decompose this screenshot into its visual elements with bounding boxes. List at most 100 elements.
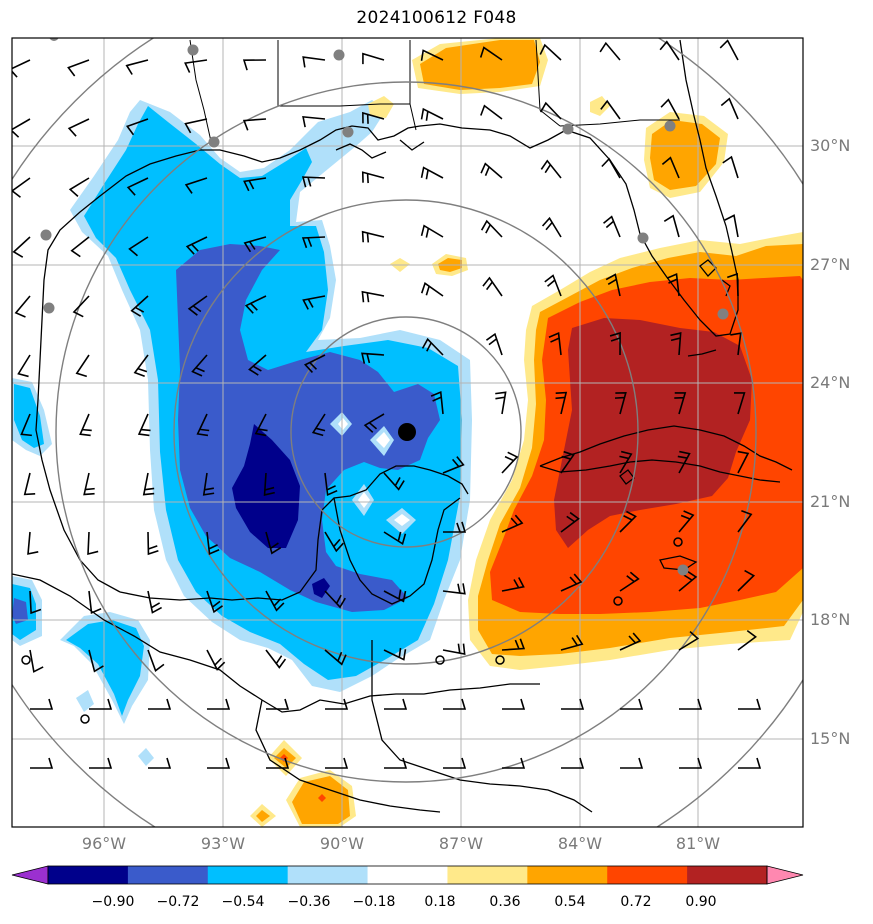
wind-barb [421, 337, 444, 356]
wind-barb [544, 274, 562, 297]
wind-barb [72, 295, 90, 318]
wind-barb [126, 177, 149, 196]
wind-barb [263, 472, 275, 496]
wind-barb [243, 177, 267, 192]
wind-barb [541, 216, 562, 238]
colorbar-tick: 0.36 [489, 894, 521, 910]
wind-barb [70, 236, 90, 258]
wind-barb [420, 282, 444, 297]
wind-barb [128, 236, 149, 257]
wind-barb [302, 115, 326, 128]
wind-barb [87, 531, 99, 556]
wind-barb [442, 643, 466, 655]
colorbar-bin [207, 866, 289, 884]
wind-barb [383, 647, 407, 661]
wind-barb [661, 156, 680, 179]
wind-barb [724, 214, 739, 238]
wind-barb [722, 155, 739, 179]
wind-barb [266, 757, 290, 769]
negative-anomaly-region [12, 100, 472, 766]
wind-barb [737, 450, 750, 474]
wind-barb [324, 590, 346, 609]
wind-barb [29, 590, 42, 615]
colorbar-tick: 0.54 [554, 894, 586, 910]
wind-barb [442, 521, 467, 533]
wind-barb [89, 698, 113, 710]
wind-barb [27, 531, 39, 555]
colorbar-tick: −0.36 [287, 894, 331, 910]
wind-barb [244, 295, 267, 314]
wind-barb [560, 634, 584, 651]
wind-barb [430, 390, 444, 415]
colorbar-bin [687, 866, 768, 884]
wind-barb [660, 98, 680, 120]
wind-barb [88, 590, 102, 615]
wind-barb [737, 510, 753, 533]
wind-barb [88, 649, 104, 673]
wind-barb [561, 757, 585, 769]
wind-barb [678, 570, 698, 592]
wind-barb [730, 332, 742, 356]
wind-barb [324, 649, 347, 666]
colorbar [11, 865, 804, 885]
wind-barb [196, 413, 210, 437]
wind-barb [601, 157, 621, 179]
wind-barb [191, 354, 208, 377]
lon-label-93w: 93°W [200, 834, 246, 853]
colorbar-bin [287, 866, 369, 884]
colorbar-tick: 0.90 [685, 894, 717, 910]
wind-barb [242, 59, 267, 71]
colorbar-extend-high [766, 865, 804, 885]
wind-barb [265, 649, 287, 669]
wind-barb [501, 451, 519, 474]
wind-barb [206, 531, 220, 556]
colorbar-tick: −0.18 [352, 894, 396, 910]
wind-barb [363, 413, 385, 433]
lon-label-96w: 96°W [81, 834, 127, 853]
wind-barb [383, 472, 405, 491]
colorbar-bin [367, 866, 448, 884]
wind-barb [663, 214, 680, 238]
colorbar-bin [127, 866, 209, 884]
wind-barb [502, 698, 526, 710]
wind-barb [502, 757, 526, 769]
wind-barb [560, 511, 580, 533]
wind-barb [561, 698, 585, 710]
wind-barb [148, 757, 172, 769]
wind-barb [23, 472, 36, 496]
wind-barb [482, 276, 503, 297]
wind-barb [202, 472, 215, 496]
colorbar-tick: −0.72 [156, 894, 200, 910]
station-markers [40, 38, 729, 576]
wind-barb [619, 632, 642, 651]
wind-barb [184, 177, 208, 194]
wind-barb [184, 118, 208, 134]
wind-barb [485, 332, 503, 356]
lat-label-30n: 30°N [810, 136, 851, 155]
wind-barb [83, 472, 95, 496]
wind-barb [619, 571, 640, 592]
wind-barb [254, 413, 268, 437]
colorbar-extend-low [11, 865, 49, 885]
wind-barb [302, 56, 326, 68]
wind-barb [361, 230, 385, 243]
wind-barb [248, 354, 267, 376]
wind-barb [609, 331, 621, 356]
storm-center-marker [398, 423, 416, 441]
wind-barb [266, 698, 290, 710]
wind-barb [361, 171, 385, 184]
wind-barb [679, 698, 703, 710]
wind-barb [738, 757, 762, 769]
wind-barb [89, 757, 113, 769]
wind-barb [20, 413, 32, 437]
wind-barb [324, 531, 344, 553]
wind-barb [147, 649, 165, 672]
wind-barb [480, 162, 503, 179]
wind-barb [614, 391, 627, 415]
wind-barb [142, 472, 155, 496]
wind-barb [14, 295, 31, 318]
wind-barb [555, 391, 568, 415]
wind-barb [605, 273, 621, 297]
figure-title: 2024100612 F048 [356, 8, 517, 28]
